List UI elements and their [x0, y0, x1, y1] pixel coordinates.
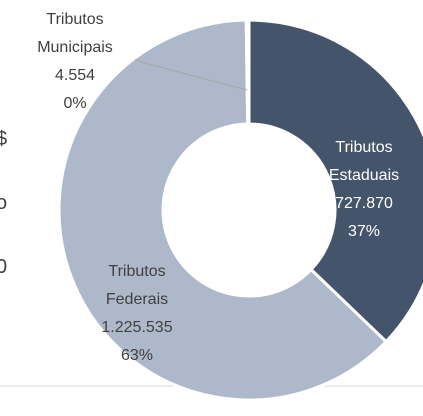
cut-off-text: o: [0, 192, 8, 214]
data-label: Tributos Estaduais 727.870 37%: [324, 134, 404, 246]
percent-label: 63%: [120, 347, 154, 364]
category-label: Tributos Federais: [105, 263, 169, 308]
leader-line: [134, 59, 248, 91]
slice: [247, 18, 423, 344]
value-label: 1.225.535: [101, 319, 173, 336]
data-label: Tributos Federais 1.225.535 63%: [89, 258, 185, 370]
percent-label: 37%: [347, 223, 381, 240]
category-label: Tributos Municipais: [37, 11, 113, 56]
value-label: 4.554: [54, 67, 96, 84]
data-label: Tributos Municipais 4.554 0%: [27, 6, 123, 118]
cut-off-text: $: [0, 128, 8, 150]
cut-off-text: 0: [0, 256, 8, 278]
slice: [244, 18, 251, 126]
percent-label: 0%: [63, 95, 87, 112]
slice: [57, 18, 389, 402]
value-label: 727.870: [335, 195, 393, 212]
category-label: Tributos Estaduais: [328, 139, 400, 184]
slices: [57, 18, 423, 402]
